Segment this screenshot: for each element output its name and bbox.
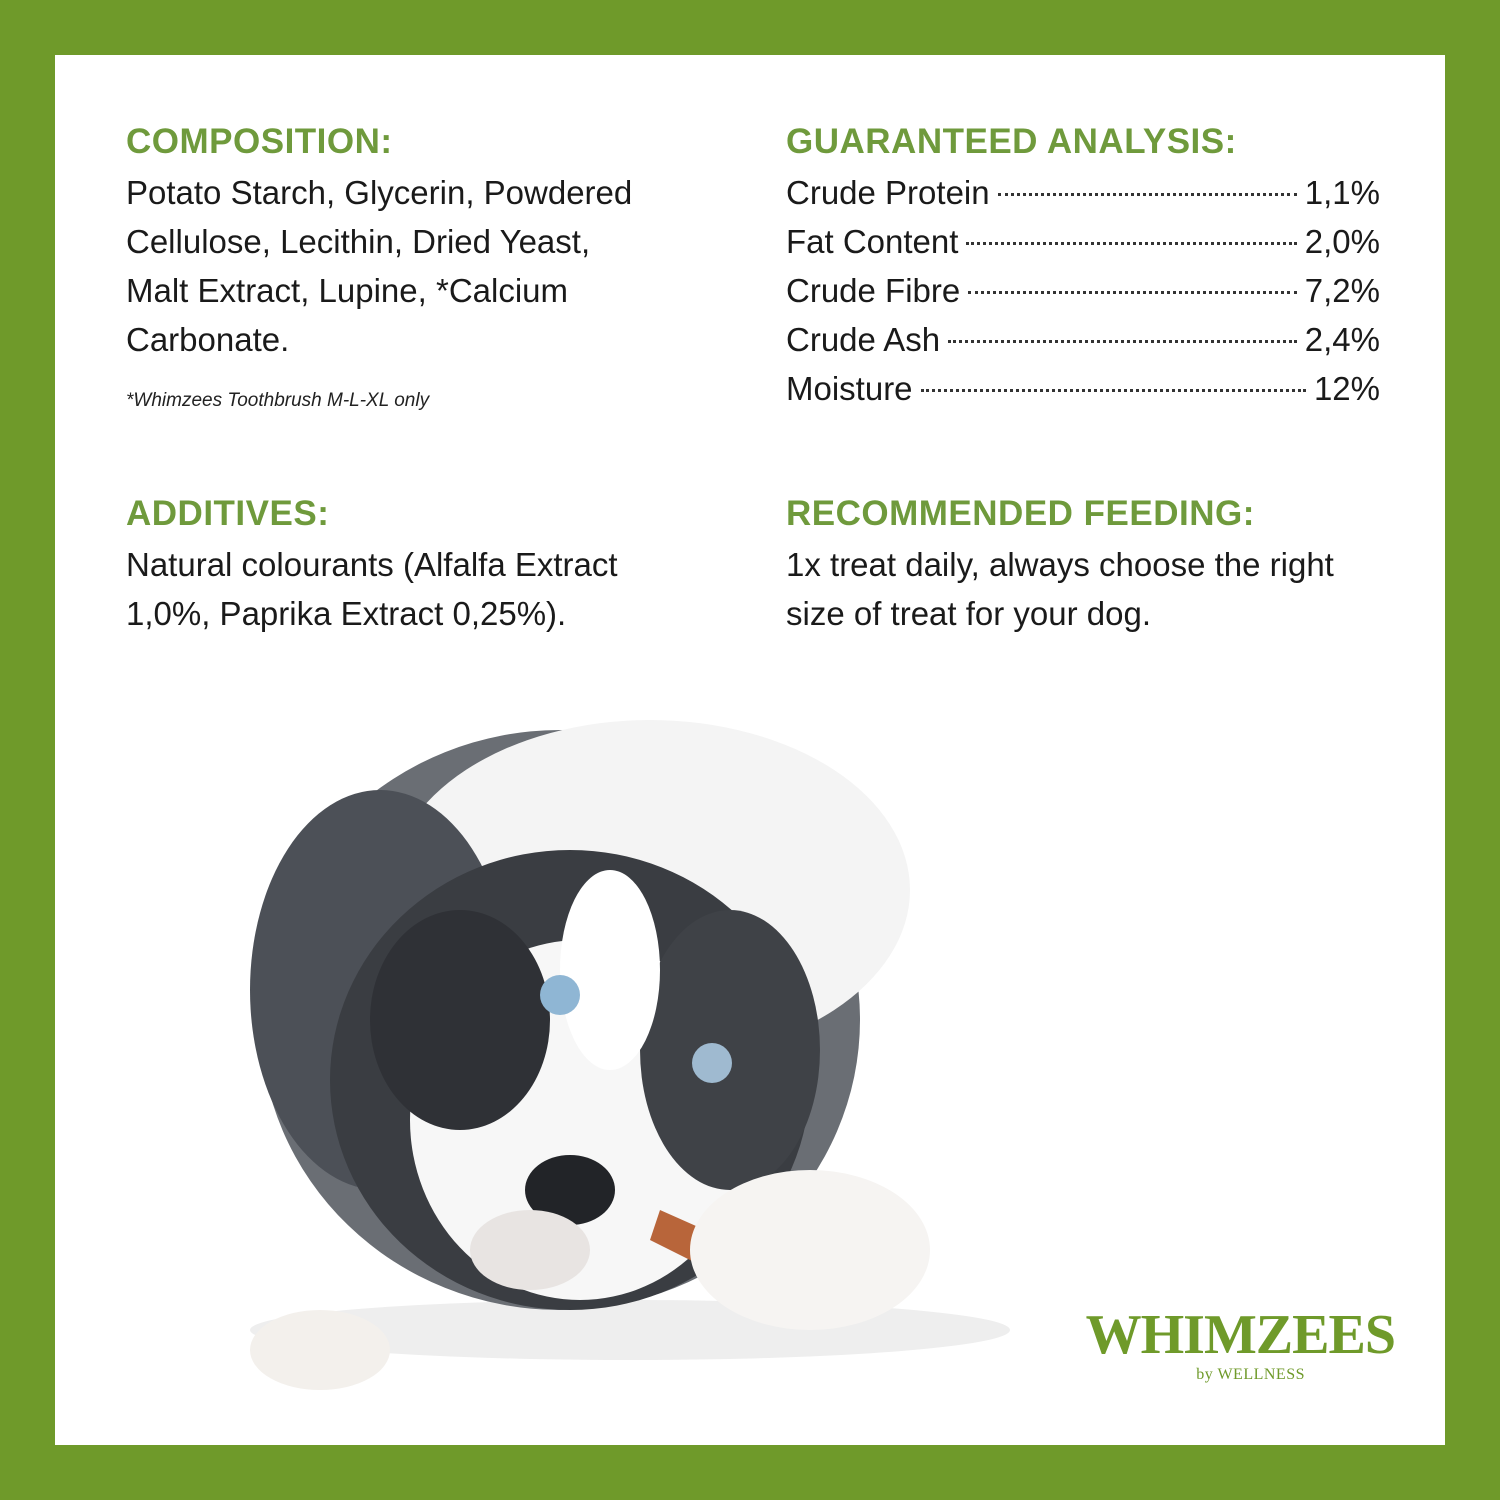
- feeding-line: size of treat for your dog.: [786, 595, 1152, 632]
- additives-line: Natural colourants (Alfalfa Extract: [126, 546, 618, 583]
- analysis-row: Fat Content 2,0%: [786, 217, 1380, 266]
- feeding-heading: RECOMMENDED FEEDING:: [786, 494, 1255, 533]
- composition-line: Potato Starch, Glycerin, Powdered: [126, 174, 633, 211]
- analysis-value: 7,2%: [1304, 272, 1380, 309]
- guaranteed-analysis-section: GUARANTEED ANALYSIS: Crude Protein 1,1% F…: [786, 120, 1380, 413]
- analysis-value: 2,4%: [1304, 321, 1380, 358]
- composition-footnote: *Whimzees Toothbrush M-L-XL only: [126, 390, 430, 411]
- composition-line: Malt Extract, Lupine, *Calcium: [126, 272, 569, 309]
- analysis-label: Moisture: [786, 370, 913, 407]
- additives-line: 1,0%, Paprika Extract 0,25%).: [126, 595, 567, 632]
- analysis-label: Fat Content: [786, 223, 959, 260]
- dog-eye: [540, 975, 580, 1015]
- additives-heading: ADDITIVES:: [126, 494, 330, 533]
- analysis-label: Crude Ash: [786, 321, 941, 358]
- analysis-row: Crude Protein 1,1%: [786, 168, 1380, 217]
- analysis-value: 2,0%: [1304, 223, 1380, 260]
- feeding-section: RECOMMENDED FEEDING: 1x treat daily, alw…: [786, 492, 1406, 638]
- composition-line: Carbonate.: [126, 321, 290, 358]
- composition-heading: COMPOSITION:: [126, 122, 393, 161]
- analysis-value: 12%: [1313, 370, 1380, 407]
- dot-leader: [948, 340, 1297, 343]
- analysis-heading: GUARANTEED ANALYSIS:: [786, 122, 1237, 161]
- additives-section: ADDITIVES: Natural colourants (Alfalfa E…: [126, 492, 726, 638]
- dot-leader: [997, 193, 1297, 196]
- analysis-row: Crude Ash 2,4%: [786, 315, 1380, 364]
- dot-leader: [968, 291, 1297, 294]
- composition-section: COMPOSITION: Potato Starch, Glycerin, Po…: [126, 120, 726, 412]
- analysis-label: Crude Fibre: [786, 272, 961, 309]
- dot-leader: [920, 389, 1306, 392]
- logo-sub: by WELLNESS: [1196, 1366, 1305, 1383]
- analysis-label: Crude Protein: [786, 174, 990, 211]
- analysis-row: Moisture 12%: [786, 364, 1380, 413]
- analysis-value: 1,1%: [1304, 174, 1380, 211]
- analysis-row: Crude Fibre 7,2%: [786, 266, 1380, 315]
- dog-photo: [250, 720, 1010, 1390]
- feeding-line: 1x treat daily, always choose the right: [786, 546, 1334, 583]
- dot-leader: [966, 242, 1297, 245]
- dog-eye: [692, 1043, 732, 1083]
- dog-nose: [525, 1155, 615, 1225]
- logo-brand: WHIMZEES: [1085, 1304, 1396, 1366]
- whimzees-logo: WHIMZEES by WELLNESS: [1085, 1304, 1396, 1385]
- composition-line: Cellulose, Lecithin, Dried Yeast,: [126, 223, 591, 260]
